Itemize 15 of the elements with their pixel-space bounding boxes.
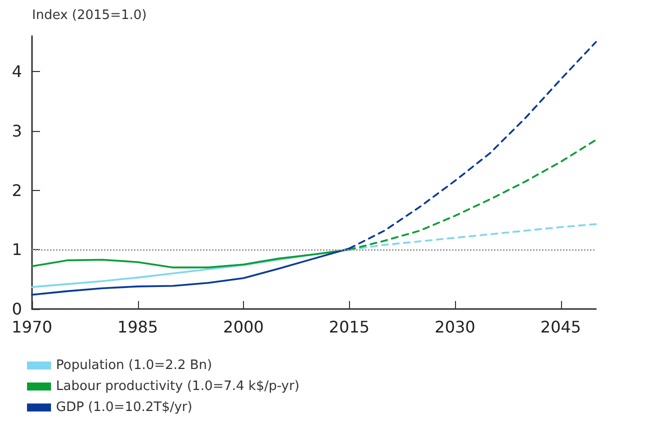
x-tick-label: 2030 <box>434 318 476 336</box>
y-axis-title: Index (2015=1.0) <box>32 8 147 23</box>
y-tick-label: 4 <box>12 62 22 82</box>
y-tick-label: 1 <box>12 240 22 260</box>
legend-label: Labour productivity (1.0=7.4 k$/p-yr) <box>56 379 300 394</box>
y-tick-label: 3 <box>12 121 22 140</box>
x-tick-label: 2000 <box>223 318 264 336</box>
legend-label: Population (1.0=2.2 Bn) <box>56 358 212 373</box>
legend-label: GDP (1.0=10.2T$/yr) <box>56 400 192 415</box>
x-tick-label: 1985 <box>117 318 158 336</box>
y-tick-label: 0 <box>12 300 22 318</box>
y-tick-label: 2 <box>12 180 22 200</box>
x-tick-label: 2045 <box>540 318 582 336</box>
x-tick-label: 2015 <box>328 318 370 336</box>
x-tick-label: 1970 <box>12 318 52 336</box>
